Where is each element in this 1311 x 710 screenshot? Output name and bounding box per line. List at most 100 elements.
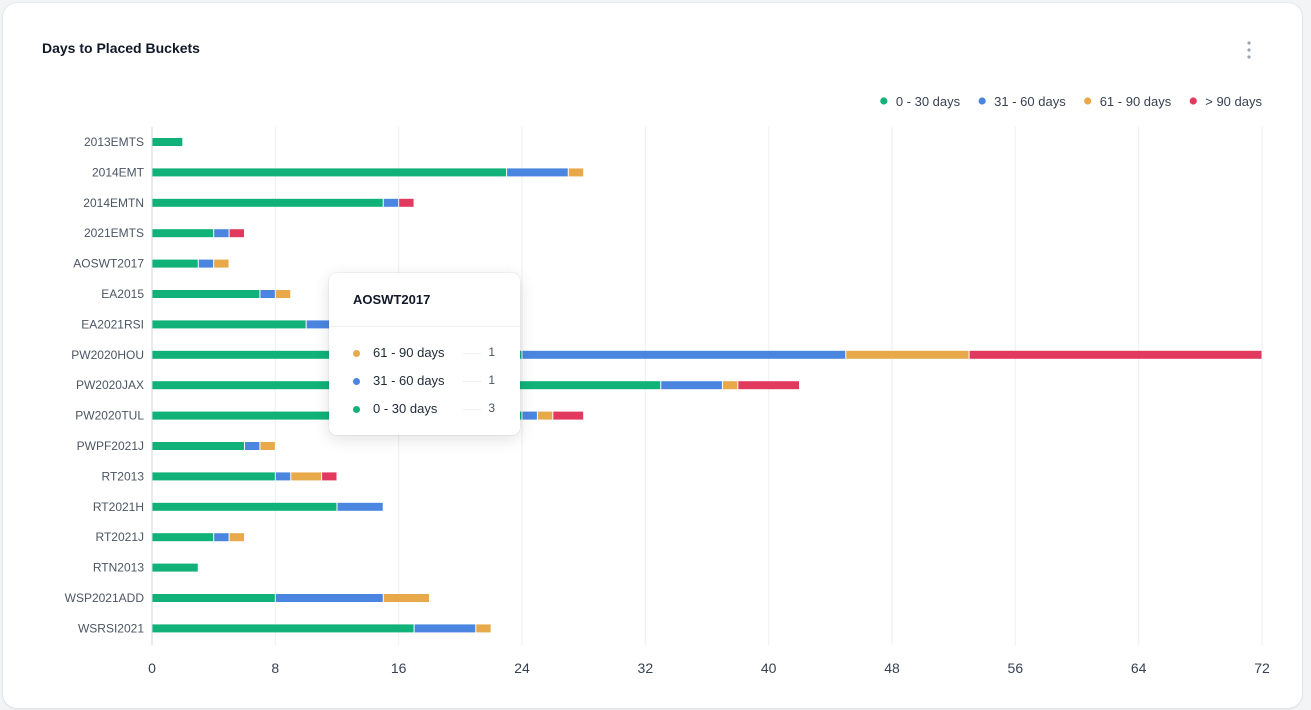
y-category-label: RT2021J: [96, 530, 144, 544]
bar-segment[interactable]: [152, 563, 198, 572]
bar-segment[interactable]: [722, 381, 738, 390]
tooltip-row-divider: [463, 409, 481, 410]
more-options-button[interactable]: [1238, 37, 1260, 63]
tooltip-row: 61 - 90 days 1: [353, 343, 501, 363]
bar-segment[interactable]: [152, 168, 507, 177]
bar-segment[interactable]: [383, 198, 399, 207]
y-category-label: RT2021H: [93, 500, 144, 514]
bar-segment[interactable]: [152, 502, 337, 511]
bar-segment[interactable]: [414, 624, 476, 633]
tooltip-row-value: 1: [488, 373, 495, 387]
bar-segment[interactable]: [738, 381, 799, 390]
x-tick-label: 16: [391, 660, 407, 676]
y-category-label: WSRSI2021: [78, 621, 144, 635]
bar-segment[interactable]: [214, 533, 229, 542]
legend-dot-icon: [880, 97, 888, 105]
bar-segment[interactable]: [476, 624, 491, 633]
bar-segment[interactable]: [846, 350, 969, 359]
legend-label: 61 - 90 days: [1100, 94, 1172, 109]
series-dot-icon: [353, 350, 360, 357]
bar-segment[interactable]: [152, 138, 183, 146]
kebab-menu-icon: [1247, 41, 1251, 59]
bar-segment[interactable]: [152, 229, 214, 238]
bar-segment[interactable]: [537, 411, 553, 420]
bar-segment[interactable]: [399, 198, 414, 207]
x-tick-label: 64: [1131, 660, 1147, 676]
tooltip-divider: [329, 326, 520, 327]
bar-segment[interactable]: [661, 381, 722, 390]
bar-segment[interactable]: [568, 168, 584, 177]
y-category-label: 2014EMTN: [83, 196, 144, 210]
y-category-label: AOSWT2017: [73, 257, 144, 271]
y-category-label: WSP2021ADD: [65, 591, 145, 605]
legend-dot-icon: [1084, 97, 1092, 105]
legend-label: > 90 days: [1205, 94, 1262, 109]
x-tick-label: 8: [271, 660, 279, 676]
y-category-label: EA2015: [101, 287, 144, 301]
bar-segment[interactable]: [152, 624, 414, 633]
bar-segment[interactable]: [229, 229, 244, 238]
bar-segment[interactable]: [229, 533, 244, 542]
bar-segment[interactable]: [337, 502, 383, 511]
tooltip-title: AOSWT2017: [353, 292, 431, 307]
bar-segment[interactable]: [507, 168, 568, 177]
y-category-label: 2014EMT: [92, 165, 145, 179]
tooltip-row-value: 3: [488, 401, 495, 415]
bar-segment[interactable]: [260, 290, 275, 298]
category-axis: 2013EMTS 2014EMT 2014EMTN 2021EMTS AOSWT2017…: [65, 135, 145, 635]
tooltip-row-value: 1: [488, 345, 495, 359]
bar-segment[interactable]: [260, 442, 275, 450]
y-category-label: PW2020JAX: [76, 378, 144, 392]
y-category-label: EA2021RSI: [81, 317, 144, 331]
x-tick-label: 32: [638, 660, 654, 676]
chart-tooltip: AOSWT2017 61 - 90 days 1 31 - 60 days 1 …: [329, 273, 520, 435]
x-tick-label: 48: [884, 660, 900, 676]
tooltip-row-divider: [463, 381, 481, 382]
y-category-label: PW2020HOU: [71, 348, 144, 362]
bar-segment[interactable]: [969, 350, 1262, 359]
legend-label: 31 - 60 days: [994, 94, 1066, 109]
x-tick-label: 56: [1008, 660, 1024, 676]
legend-dot-icon: [1189, 97, 1197, 105]
bar-segment[interactable]: [152, 472, 275, 481]
x-tick-label: 72: [1254, 660, 1270, 676]
bar-segment[interactable]: [152, 198, 383, 207]
tooltip-row: 31 - 60 days 1: [353, 371, 501, 391]
bar-segment[interactable]: [214, 259, 229, 268]
tooltip-row-label: 31 - 60 days: [373, 373, 445, 388]
bar-segment[interactable]: [522, 411, 537, 420]
value-axis: 0 8 16 24 32 40 48 56 64 72: [148, 660, 1270, 676]
bar-segment[interactable]: [275, 290, 291, 298]
legend-dot-icon: [978, 97, 986, 105]
legend-label: 0 - 30 days: [896, 94, 961, 109]
y-category-label: RT2013: [102, 469, 145, 483]
bar-segment[interactable]: [245, 442, 260, 450]
tooltip-row-label: 0 - 30 days: [373, 401, 438, 416]
y-category-label: 2021EMTS: [84, 226, 144, 240]
y-category-label: PWPF2021J: [77, 439, 144, 453]
bar-segment[interactable]: [214, 229, 229, 238]
bar-segment[interactable]: [383, 594, 429, 602]
bar-segment[interactable]: [152, 442, 245, 450]
bar-segment[interactable]: [322, 472, 337, 481]
card-title: Days to Placed Buckets: [42, 40, 200, 56]
bar-segment[interactable]: [275, 472, 291, 481]
x-tick-label: 40: [761, 660, 777, 676]
bar-segment[interactable]: [553, 411, 584, 420]
y-category-label: PW2020TUL: [75, 409, 144, 423]
bar-segment[interactable]: [198, 259, 214, 268]
bar-segment[interactable]: [291, 472, 322, 481]
tooltip-row-divider: [463, 353, 481, 354]
bar-segment[interactable]: [522, 350, 846, 359]
x-tick-label: 24: [514, 660, 530, 676]
bar-segment[interactable]: [152, 320, 306, 329]
tooltip-row-label: 61 - 90 days: [373, 345, 445, 360]
bar-segment[interactable]: [152, 594, 275, 602]
bar-segment[interactable]: [152, 259, 198, 268]
tooltip-row: 0 - 30 days 3: [353, 399, 501, 419]
bars: [152, 138, 1262, 633]
bar-segment[interactable]: [152, 533, 214, 542]
bar-segment[interactable]: [152, 290, 260, 298]
bar-segment[interactable]: [275, 594, 383, 602]
